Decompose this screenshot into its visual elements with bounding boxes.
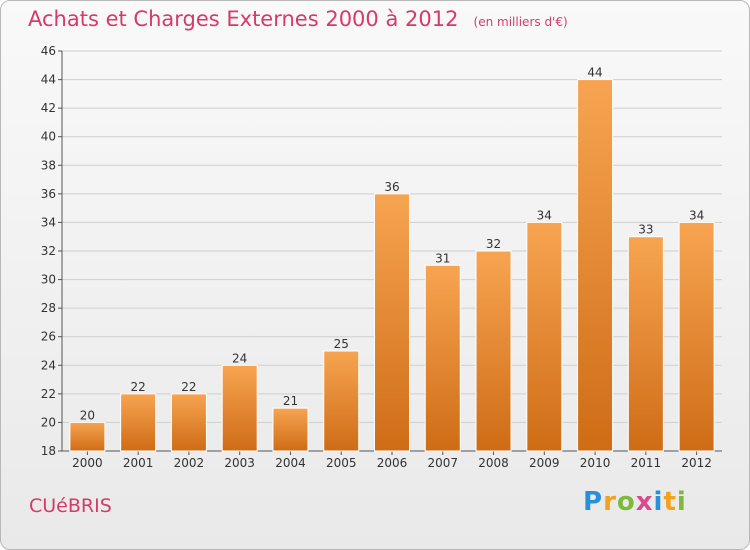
y-tick-label: 46: [41, 44, 56, 58]
data-label: 25: [334, 337, 349, 351]
x-tick-label: 2008: [478, 456, 509, 470]
bar: [374, 193, 410, 452]
chart-title: Achats et Charges Externes 2000 à 2012: [28, 7, 459, 31]
x-tick-label: 2002: [174, 456, 205, 470]
bar: [577, 79, 614, 452]
x-tick-label: 2001: [123, 456, 154, 470]
x-tick-label: 2011: [631, 456, 662, 470]
bars: [69, 79, 715, 452]
data-label: 20: [80, 408, 95, 422]
commune-name: CUéBRIS: [29, 495, 112, 517]
data-label: 24: [232, 351, 247, 365]
bar: [69, 421, 106, 452]
x-tick-label: 2003: [224, 456, 255, 470]
chart-subtitle: (en milliers d'€): [473, 15, 568, 29]
data-label: 32: [486, 237, 501, 251]
x-tick-label: 2010: [580, 456, 611, 470]
data-label: 34: [537, 208, 552, 222]
y-tick-label: 36: [41, 187, 56, 201]
y-tick-label: 22: [41, 387, 56, 401]
x-tick-label: 2007: [427, 456, 458, 470]
y-tick-label: 32: [41, 244, 56, 258]
bar: [120, 393, 157, 452]
x-tick-label: 2000: [72, 456, 103, 470]
y-tick-label: 44: [41, 73, 56, 87]
data-label: 34: [689, 208, 704, 222]
y-tick-label: 34: [41, 215, 56, 229]
y-tick-label: 30: [41, 273, 56, 287]
title-block: Achats et Charges Externes 2000 à 2012 (…: [28, 7, 568, 31]
data-label: 44: [587, 66, 602, 80]
data-label: 22: [131, 380, 146, 394]
bar: [272, 407, 309, 452]
bar: [323, 350, 360, 452]
y-tick-label: 24: [41, 358, 56, 372]
y-tick-label: 26: [41, 330, 56, 344]
y-tick-label: 18: [41, 444, 56, 458]
x-tick-label: 2006: [377, 456, 408, 470]
y-tick-label: 42: [41, 101, 56, 115]
y-tick-label: 38: [41, 158, 56, 172]
x-tick-label: 2005: [326, 456, 357, 470]
bar: [526, 221, 563, 452]
bar: [475, 250, 512, 452]
data-label: 33: [638, 223, 653, 237]
data-label: 21: [283, 394, 298, 408]
x-tick-label: 2004: [275, 456, 306, 470]
y-tick-label: 40: [41, 130, 56, 144]
data-label: 31: [435, 251, 450, 265]
bar: [170, 393, 207, 452]
bar: [678, 221, 715, 452]
x-tick-label: 2009: [529, 456, 560, 470]
bar: [627, 236, 664, 452]
labels: 18 20 22 24 26 28 30 32 34 36 38 40 42 44 46 20 2000 22 20…: [41, 44, 712, 470]
data-label: 22: [181, 380, 196, 394]
proxiti-logo[interactable]: Proxiti: [583, 487, 687, 517]
bar: [221, 364, 258, 452]
bar: [424, 264, 461, 452]
y-tick-label: 28: [41, 301, 56, 315]
data-label: 36: [384, 180, 399, 194]
y-tick-label: 20: [41, 415, 56, 429]
x-tick-label: 2012: [681, 456, 712, 470]
